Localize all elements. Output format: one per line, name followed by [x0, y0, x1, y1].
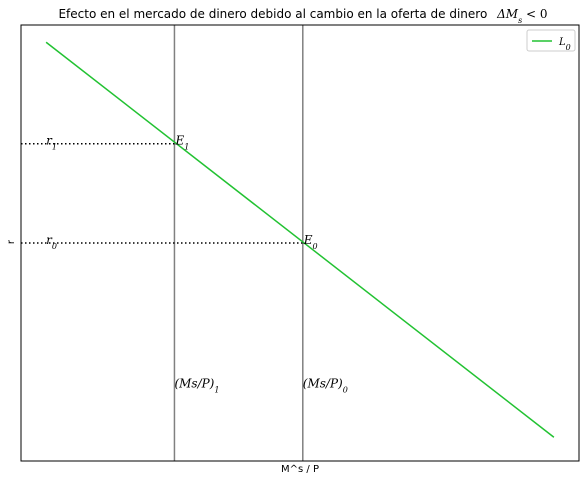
equilibrium-label-0: E0	[303, 233, 318, 251]
supply-label-0-main: (Ms/P)	[303, 377, 343, 391]
supply-label-0-sub: 0	[343, 385, 348, 394]
rate-label-1-sub: 1	[52, 142, 57, 151]
supply-label-1: (Ms/P)1	[174, 377, 219, 395]
rate-label-1: r1	[46, 134, 57, 152]
supply-label-1-sub: 1	[214, 385, 219, 394]
equilibrium-label-1-main: E	[174, 134, 184, 148]
demand-line-0	[45, 41, 555, 438]
legend: L0	[526, 29, 576, 52]
supply-label-0: (Ms/P)0	[303, 377, 348, 395]
y-axis-label: r	[6, 239, 17, 244]
chart-title: Efecto en el mercado de dinero debido al…	[58, 7, 547, 25]
legend-label-0: L0	[558, 37, 571, 52]
equilibrium-label-1-sub: 1	[184, 142, 189, 151]
chart-title-math: ΔM	[496, 7, 519, 21]
chart-title-math-sub: s	[518, 16, 522, 25]
chart-title-math-tail: < 0	[522, 7, 547, 21]
legend-label-0-sub: 0	[566, 43, 571, 52]
equilibrium-label-1: E1	[174, 134, 189, 152]
chart-title-text: Efecto en el mercado de dinero debido al…	[58, 7, 487, 21]
svg-text:Efecto en el mercado de dinero: Efecto en el mercado de dinero debido al…	[58, 7, 547, 25]
supply-label-1-main: (Ms/P)	[174, 377, 214, 391]
plot-frame	[20, 24, 580, 462]
rate-label-1-main: r	[46, 134, 53, 148]
rate-label-0: r0	[46, 233, 57, 251]
legend-label-0-main: L	[558, 37, 566, 48]
equilibrium-label-0-sub: 0	[313, 242, 318, 251]
rate-label-0-sub: 0	[52, 242, 57, 251]
equilibrium-label-0-main: E	[303, 233, 313, 247]
x-axis-label: M^s / P	[281, 464, 319, 475]
rate-label-0-main: r	[46, 233, 53, 247]
